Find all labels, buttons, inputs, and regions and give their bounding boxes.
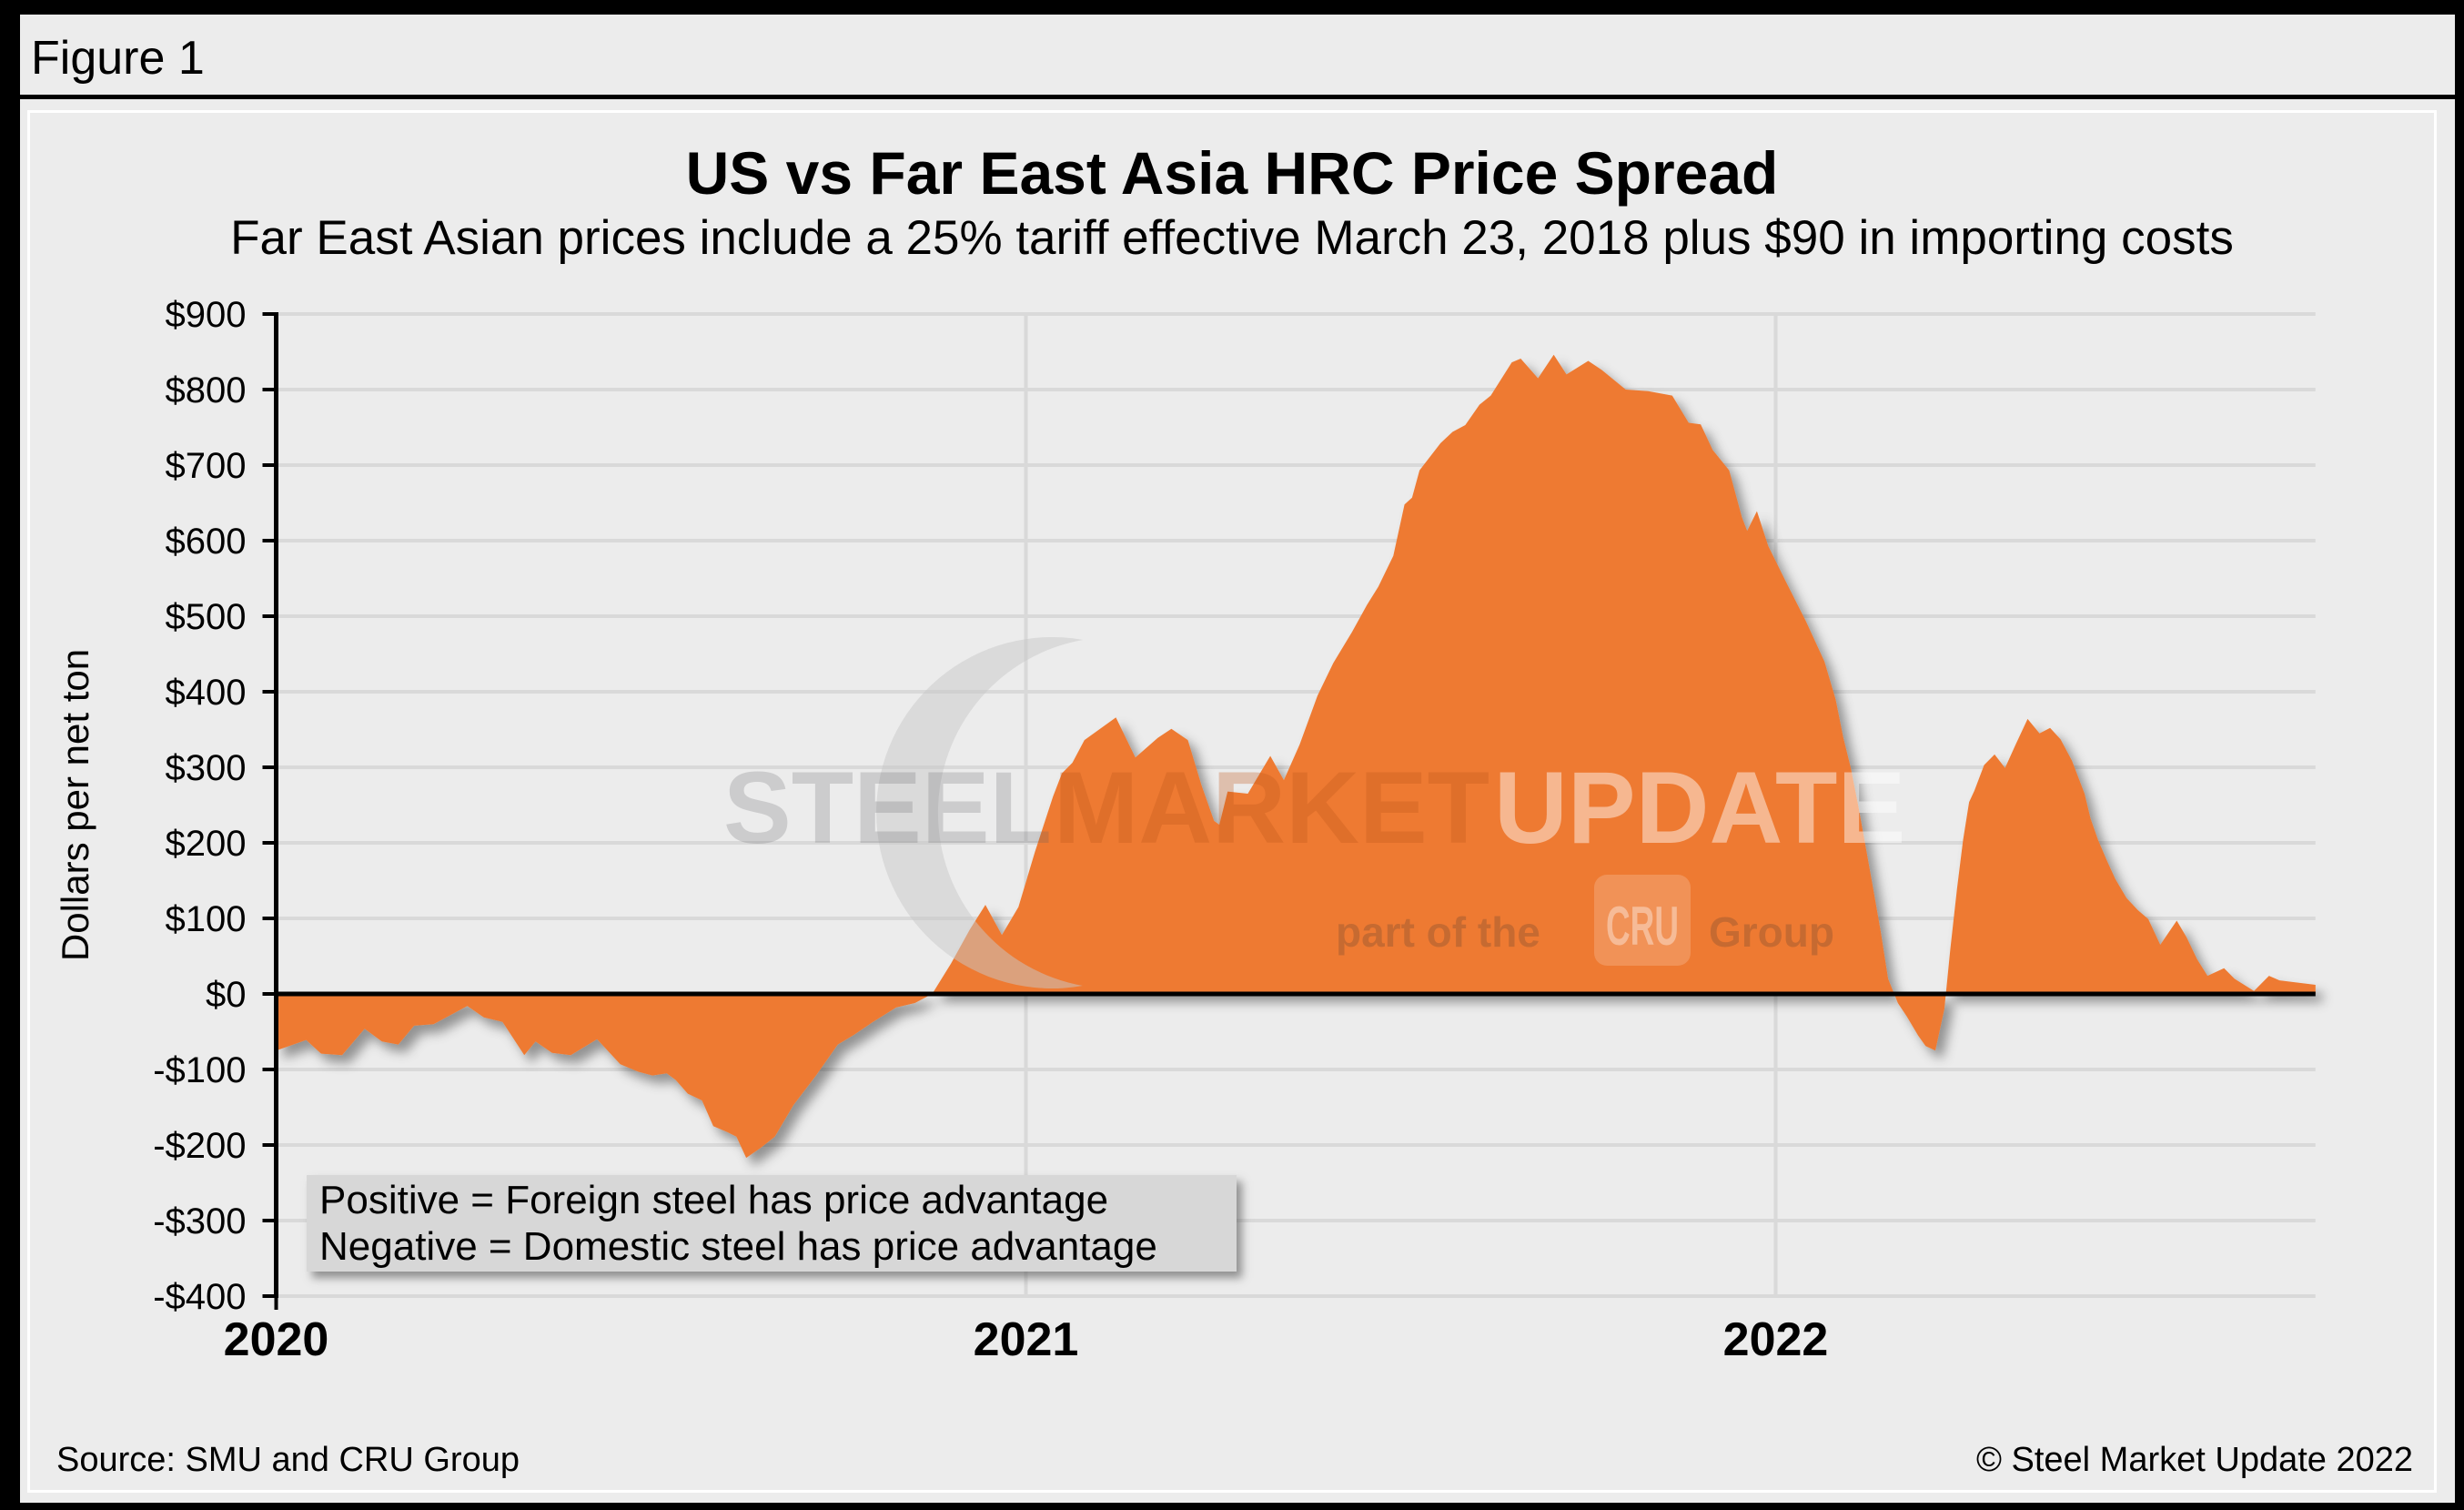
bottom-border [0, 1503, 2464, 1510]
chart-title: US vs Far East Asia HRC Price Spread [685, 139, 1779, 207]
figure-label: Figure 1 [31, 32, 205, 85]
annotation-line-positive: Positive = Foreign steel has price advan… [319, 1178, 1109, 1222]
header-divider [20, 95, 2455, 99]
left-border [0, 0, 20, 1510]
chart-panel [27, 110, 2437, 1493]
source-note: Source: SMU and CRU Group [56, 1441, 520, 1479]
annotation-line-negative: Negative = Domestic steel has price adva… [319, 1224, 1157, 1269]
top-border [0, 0, 2464, 15]
right-border [2455, 0, 2464, 1510]
chart-subtitle: Far East Asian prices include a 25% tari… [230, 211, 2234, 265]
annotation-box: Positive = Foreign steel has price advan… [307, 1175, 1237, 1272]
copyright-note: © Steel Market Update 2022 [1975, 1441, 2413, 1479]
